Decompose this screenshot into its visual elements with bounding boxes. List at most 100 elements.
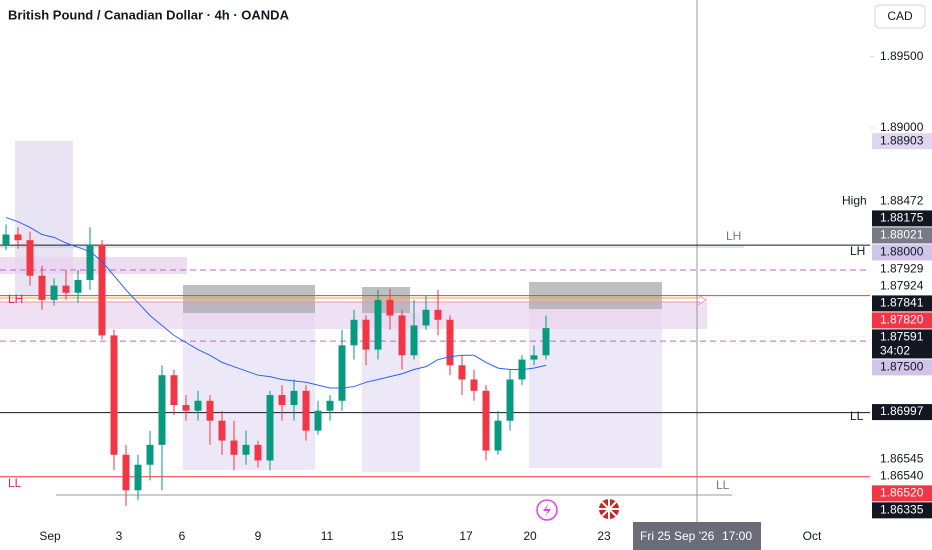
zone: [529, 309, 662, 468]
y-tick-label: 1.89000: [880, 120, 924, 134]
countdown: 34:02: [880, 344, 910, 358]
badge-tag: [836, 193, 870, 210]
price-badge-label: 1.86997: [880, 404, 924, 418]
x-tick-label: 11: [321, 529, 334, 543]
price-badge-label: 1.86545: [880, 452, 924, 466]
price-badge: [872, 502, 932, 519]
x-tick-label: Oct: [803, 529, 822, 543]
x-tick-label: 17: [459, 529, 473, 543]
annotation: LH: [726, 229, 741, 243]
candle-body: [50, 285, 58, 300]
candle-body: [86, 244, 94, 280]
price-badge: [872, 312, 932, 329]
currency: CAD: [887, 9, 913, 23]
candle-body: [146, 444, 154, 465]
zone: [362, 287, 410, 313]
x-tick-label: 9: [255, 529, 262, 543]
annotation: LH: [850, 244, 865, 258]
candle-body: [194, 400, 202, 411]
arrow: [697, 294, 707, 306]
candle-body: [254, 444, 262, 461]
badge-tag-label: High: [842, 194, 867, 208]
candle-body: [230, 440, 238, 455]
x-tick-label: 20: [523, 529, 537, 543]
candle-body: [362, 319, 370, 350]
annotation: LL: [8, 476, 22, 490]
candle-body: [542, 328, 550, 356]
price-badge-label: 1.87500: [880, 360, 924, 374]
candle-body: [350, 319, 358, 346]
annotation: LH: [8, 292, 23, 306]
chart-title: British Pound / Canadian Dollar · 4h · O…: [8, 7, 290, 22]
candle-body: [206, 400, 214, 421]
candle-body: [458, 365, 466, 380]
candle-body: [302, 390, 310, 431]
candle-body: [398, 315, 406, 356]
price-badge-label: 1.88000: [880, 245, 924, 259]
price-badge: [872, 329, 932, 359]
price-badge-label: 1.88021: [880, 228, 924, 242]
candle-body: [494, 420, 502, 451]
candle-body: [506, 379, 514, 421]
price-badge: [872, 227, 932, 244]
x-tick-label: 23: [597, 529, 611, 543]
moving-average: [5, 216, 547, 389]
candle-body: [482, 390, 490, 451]
price-badge-label: 1.87929: [880, 262, 924, 276]
price-badge: [872, 278, 932, 295]
candle-body: [470, 379, 478, 391]
candle-body: [266, 395, 274, 461]
price-badge-label: 1.88175: [880, 211, 924, 225]
x-tick-label: 15: [390, 529, 404, 543]
candle-body: [182, 405, 190, 411]
event-icon-glyph: [543, 503, 551, 517]
price-badge-label: 1.87591: [880, 330, 924, 344]
price-badge: [872, 210, 932, 227]
zone: [362, 313, 420, 472]
price-badge-label: 1.87924: [880, 279, 924, 293]
price-badge: [872, 133, 932, 150]
candle-body: [374, 299, 382, 350]
price-badge: [872, 359, 932, 376]
candle-body: [326, 400, 334, 411]
candle-body: [158, 375, 166, 445]
price-badge: [872, 244, 932, 261]
price-badge-label: 1.86520: [880, 486, 924, 500]
price-badge: [872, 451, 932, 468]
x-tick-label: 3: [116, 529, 123, 543]
candle-body: [422, 309, 430, 326]
candle-body: [14, 234, 22, 241]
candle-body: [74, 279, 82, 293]
price-badge-label: 1.86540: [880, 469, 924, 483]
candle-body: [110, 335, 118, 455]
y-tick-label: 1.89500: [880, 49, 924, 63]
candle-body: [134, 464, 142, 491]
candle-body: [530, 355, 538, 360]
currency-button[interactable]: [874, 4, 926, 29]
candle-body: [38, 275, 46, 300]
price-badge-label: 1.86335: [880, 503, 924, 517]
candle-body: [290, 390, 298, 406]
candle-body: [278, 395, 286, 406]
candle-body: [218, 420, 226, 441]
flag-glyph: [599, 499, 619, 519]
price-badge: [872, 295, 932, 312]
candle-body: [26, 240, 34, 276]
annotation: LL: [850, 409, 864, 423]
price-badge: [872, 261, 932, 278]
candle-body: [410, 325, 418, 356]
annotation: LL: [716, 478, 730, 492]
candle-body: [446, 319, 454, 366]
price-badge-label: 1.88903: [880, 133, 924, 147]
price-badge: [872, 193, 932, 210]
zone: [183, 285, 315, 313]
x-tick-label: 6: [179, 529, 186, 543]
price-badge: [872, 468, 932, 485]
candle-body: [434, 309, 442, 320]
crosshair-time: 17:00: [722, 529, 752, 543]
candle-body: [386, 299, 394, 316]
price-badge-label: 1.87820: [880, 313, 924, 327]
candle-body: [62, 285, 70, 293]
